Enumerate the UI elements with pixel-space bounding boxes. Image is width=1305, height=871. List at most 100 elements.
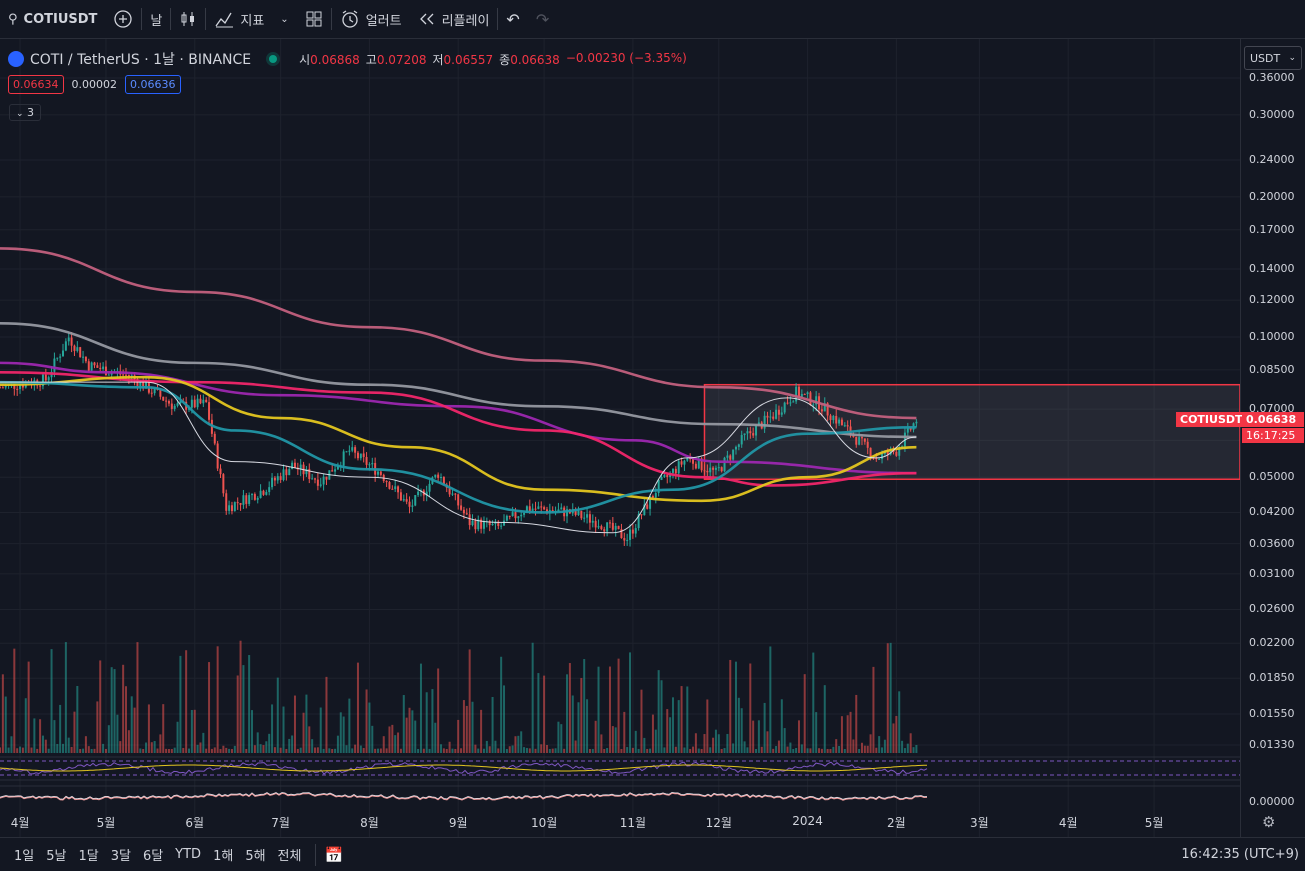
volume-bar [79,748,82,753]
candle [365,452,368,469]
candle [199,394,202,405]
candle-body [886,451,889,455]
currency-select[interactable]: USDT ⌄ [1244,46,1302,70]
candle-body [359,453,362,459]
candle-body [629,529,632,540]
price-chart[interactable] [0,39,1240,837]
indicators-button[interactable]: 지표 [206,0,272,38]
volume-bar [405,717,408,753]
range-1m[interactable]: 1달 [78,849,99,864]
replay-button[interactable]: 리플레이 [410,0,498,38]
sell-price-button[interactable]: 0.06634 [8,75,64,94]
candle-body [173,405,176,409]
candle-body [474,520,477,530]
volume-bar [789,742,792,753]
candle [694,461,697,470]
volume-bar [505,748,508,753]
volume-bar [826,748,829,753]
low-label: 저 [432,52,444,67]
candle [293,458,296,468]
pair-title[interactable]: COTI / TetherUS · 1날 · BINANCE [30,52,252,68]
bottom-toolbar: 1일 5날 1달 3달 6달 YTD 1해 5해 전체 📅 16:42:35 (… [0,837,1305,871]
volume-bar [465,705,468,753]
candle [259,484,262,499]
interval-button[interactable]: 날 [142,0,170,38]
candle [434,474,437,479]
candle-body [291,462,294,470]
symbol-search[interactable]: ⚲ COTIUSDT [0,0,105,38]
volume-bar [909,733,912,753]
candle [740,430,743,448]
candle [325,476,328,486]
divider [330,8,332,30]
volume-bar [583,659,586,753]
volume-bar [305,694,308,753]
candle-body [895,451,898,456]
candle-body [225,493,228,511]
volume-bar [720,748,723,753]
price-tick-label: 0.24000 [1249,152,1295,166]
candle-body [869,447,872,458]
candle [806,391,809,399]
volume-bar [594,720,597,753]
alert-button[interactable]: 얼러트 [332,0,410,38]
settings-gear-icon[interactable]: ⚙ [1262,813,1276,831]
candle [734,445,737,455]
range-1y[interactable]: 1해 [213,849,234,864]
volume-bar [795,747,798,753]
indicators-dropdown[interactable]: ⌄ [272,0,296,38]
candle [402,494,405,502]
volume-bar [657,670,660,753]
range-5d[interactable]: 5날 [46,849,67,864]
volume-bar [669,717,672,753]
undo-button[interactable]: ↶ [498,0,527,38]
price-tick-label: 0.14000 [1249,261,1295,275]
volume-bar [737,697,740,753]
redo-icon: ↷ [535,9,550,29]
candle [543,505,546,511]
candle [391,485,394,490]
candle-body [591,520,594,523]
layouts-button[interactable] [297,0,331,38]
candle-body [394,486,397,490]
range-all[interactable]: 전체 [277,849,302,864]
buy-price-button[interactable]: 0.06636 [125,75,181,94]
candle-body [190,399,193,408]
candle-body [777,409,780,415]
candle-body [491,523,494,526]
candle-body [649,495,652,509]
candle-body [620,529,623,539]
chevron-down-icon: ⌄ [16,109,24,119]
candle-body [127,375,130,378]
candle [457,493,460,510]
candle-body [222,474,225,494]
moving-average-line [0,361,917,475]
candle [102,362,105,371]
price-tick-label: 0.02600 [1249,602,1295,616]
candle-body [671,468,674,473]
range-1d[interactable]: 1일 [14,849,35,864]
candle-body [608,522,611,524]
indicators-toggle[interactable]: ⌄ 3 [9,104,42,121]
candle-body [319,484,322,486]
low-value: 0.06557 [443,52,494,67]
redo-button[interactable]: ↷ [528,0,557,38]
volume-bar [176,721,179,753]
volume-bar [608,666,611,753]
candle [586,507,589,524]
range-ytd[interactable]: YTD [175,847,202,862]
price-tick-label: 0.02200 [1249,636,1295,650]
timezone-clock[interactable]: 16:42:35 (UTC+9) [1181,847,1299,862]
calendar-goto-icon[interactable]: 📅 [324,845,344,864]
range-5y[interactable]: 5해 [245,849,266,864]
candle [273,475,276,487]
range-3m[interactable]: 3달 [110,849,131,864]
chart-type-button[interactable] [171,0,205,38]
compare-button[interactable] [105,0,141,38]
volume-bar [434,722,437,753]
price-axis[interactable]: 0.36000 0.30000 0.24000 0.20000 0.17000 0.140… [1240,39,1305,837]
volume-bar [53,720,56,753]
chart-pane[interactable] [0,39,1240,837]
candle-body [789,402,792,404]
range-6m[interactable]: 6달 [142,849,164,864]
